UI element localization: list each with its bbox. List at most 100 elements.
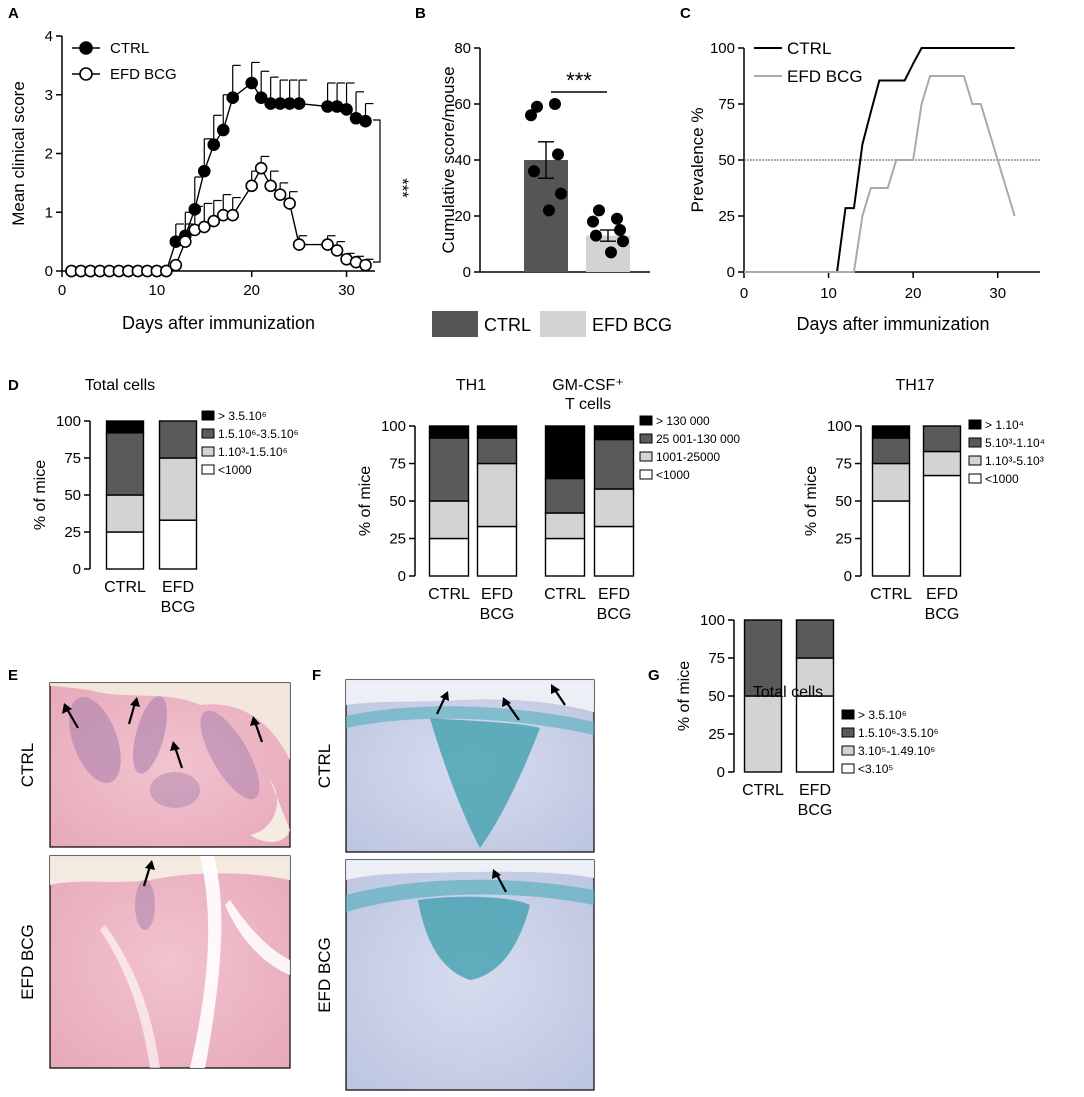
chart-d1-x-tick-label: BCG — [161, 599, 196, 616]
chart-a-x-label: Days after immunization — [122, 313, 315, 333]
chart-d3-bar-segment — [922, 474, 962, 577]
chart-c-y-label: Prevalence % — [688, 108, 707, 213]
chart-b-point — [587, 215, 599, 228]
chart-a-point — [330, 244, 344, 257]
chart-a-point — [321, 238, 334, 251]
arrow-icon — [506, 702, 520, 721]
arrow-icon — [66, 708, 79, 729]
chart-d2-bar-segment — [593, 525, 635, 577]
chart-g-legend-swatch — [841, 727, 855, 738]
chart-d2-bar-segment — [428, 437, 470, 502]
arrow-icon — [496, 874, 507, 893]
chart-b-cumulative-score: 0 20 40 60 80 Cumulative score/mouse *** CTRL EF… — [432, 40, 672, 337]
chart-d2-bar-segment — [476, 462, 518, 528]
chart-b-y-label: Cumulative score/mouse — [439, 66, 458, 253]
panel-letter-a: A — [8, 5, 19, 22]
chart-a-point — [254, 161, 268, 175]
chart-a-point — [207, 214, 221, 228]
chart-d3-bar-segment — [922, 425, 962, 453]
chart-d2-y-tick-label: 50 — [389, 493, 406, 510]
chart-a-point — [283, 197, 296, 210]
chart-d3-legend-label: 1.10³-5.10³ — [985, 454, 1044, 468]
chart-d3-bar-segment — [871, 437, 911, 465]
chart-a-point — [359, 258, 372, 272]
chart-d3-y-tick-label: 0 — [844, 568, 852, 585]
chart-d1-bar-segment — [105, 531, 145, 570]
chart-d2-bar-segment — [544, 425, 586, 480]
chart-d3-bar-segment — [871, 425, 911, 439]
chart-d3-legend-label: <1000 — [985, 472, 1019, 486]
histology-f-label-ctrl: CTRL — [315, 744, 334, 788]
chart-d1-legend-label: > 3.5.10⁶ — [218, 409, 267, 423]
chart-b-significance: *** — [566, 68, 592, 93]
histology-e-label-ctrl: CTRL — [18, 743, 37, 787]
arrow-icon — [142, 865, 152, 887]
chart-g-bar-segment — [795, 695, 835, 773]
chart-g-legend-swatch — [841, 745, 855, 756]
histology-arrowheads — [62, 684, 560, 879]
chart-a-point — [359, 114, 372, 128]
chart-d1-legend-swatch — [201, 410, 215, 421]
arrow-icon — [173, 746, 184, 769]
chart-d1-y-label: % of mice — [32, 460, 49, 530]
chart-d1-bar-segment — [158, 420, 198, 459]
chart-d2-legend-label: 1001-25000 — [656, 450, 720, 464]
chart-a-significance-bracket — [373, 119, 381, 263]
chart-a-x-tick-label: 20 — [243, 282, 260, 299]
chart-a-point — [207, 138, 221, 151]
chart-b-point — [617, 235, 629, 248]
panel-letter-c: C — [680, 5, 691, 22]
chart-d2-legend-swatch — [639, 469, 653, 480]
chart-c-y-tick-label: 75 — [718, 96, 735, 113]
chart-d2-legend-label: > 130 000 — [656, 414, 710, 428]
histology-e-efd-bcg — [49, 855, 291, 1069]
panel-letter-e: E — [8, 667, 18, 684]
chart-d1-x-tick-label: EFD — [162, 579, 194, 596]
chart-d2-title: T cells — [565, 396, 611, 413]
chart-g-y-tick-label: 100 — [700, 612, 725, 629]
chart-b-y-tick-label: 80 — [454, 40, 471, 57]
chart-d2-title: TH1 — [456, 377, 486, 394]
chart-a-point — [292, 238, 306, 251]
chart-c-x-tick-label: 20 — [905, 285, 922, 302]
chart-a-point — [264, 179, 277, 193]
chart-g-legend-label: 1.5.10⁶-3.5.10⁶ — [858, 726, 939, 740]
chart-g-x-tick-label: EFD — [799, 782, 831, 799]
chart-a-legend-label: CTRL — [110, 40, 149, 57]
chart-g-title: Total cells — [753, 684, 823, 701]
chart-d3-x-tick-label: BCG — [925, 606, 960, 623]
chart-a-point — [245, 179, 258, 193]
histology-f-label-efd: EFD BCG — [315, 937, 334, 1013]
chart-d2-y-tick-label: 100 — [381, 418, 406, 435]
chart-c-series-line — [744, 47, 1015, 273]
chart-g-y-tick-label: 0 — [717, 764, 725, 781]
chart-a-legend-marker — [79, 67, 93, 81]
chart-b-point — [543, 204, 555, 217]
chart-a-point — [292, 97, 306, 110]
chart-a-point — [197, 220, 211, 234]
chart-d2-bar-segment — [593, 438, 635, 490]
chart-d2-bar-segment — [544, 477, 586, 514]
chart-d2-y-tick-label: 75 — [389, 456, 406, 473]
chart-d2-bar-segment — [544, 537, 586, 577]
chart-d2-bar-segment — [593, 488, 635, 528]
chart-d2-title: GM-CSF⁺ — [552, 377, 624, 394]
chart-a-x-tick-label: 30 — [338, 282, 355, 299]
chart-d2-bar-segment — [428, 537, 470, 577]
chart-a-point — [216, 123, 230, 137]
panel-letter-b: B — [415, 5, 426, 22]
chart-g-x-tick-label: CTRL — [742, 782, 784, 799]
chart-d2-legend-swatch — [639, 433, 653, 444]
chart-b-y-tick-label: 20 — [454, 208, 471, 225]
chart-b-point — [611, 212, 623, 225]
chart-d2-legend-swatch — [639, 451, 653, 462]
chart-g-bar-segment — [795, 619, 835, 659]
chart-a-point — [340, 103, 353, 116]
chart-a-series-line — [71, 81, 366, 272]
arrow-icon — [127, 702, 137, 725]
chart-d2-legend-label: 25 001-130 000 — [656, 432, 740, 446]
chart-d1-bar-segment — [158, 519, 198, 570]
chart-a-point — [179, 235, 192, 248]
chart-d2-x-tick-label: CTRL — [428, 586, 470, 603]
